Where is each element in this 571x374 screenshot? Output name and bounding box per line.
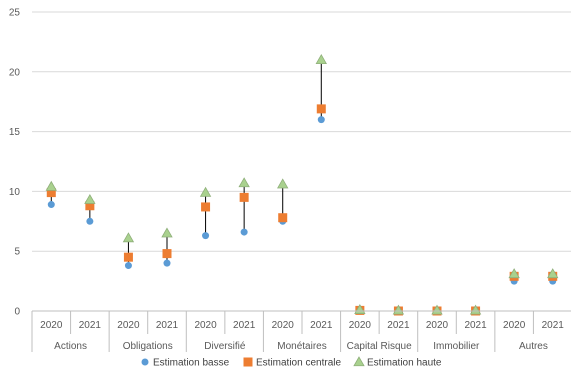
x-tick-label: 2021 <box>387 320 410 331</box>
point-estimation-basse <box>47 201 55 209</box>
point-estimation-haute <box>315 54 327 64</box>
data-markers <box>45 54 559 316</box>
y-tick-label: 25 <box>9 8 21 19</box>
range-lines <box>50 59 554 311</box>
x-group-label: Capital Risque <box>347 341 412 352</box>
x-tick-label: 2020 <box>272 320 295 331</box>
x-group-label: Autres <box>519 341 548 352</box>
point-estimation-centrale <box>278 213 288 223</box>
point-estimation-basse <box>240 228 248 236</box>
point-estimation-centrale <box>123 252 133 262</box>
point-estimation-haute <box>547 268 559 279</box>
point-estimation-basse <box>317 116 325 124</box>
legend-marker-estimation-haute <box>353 356 365 367</box>
x-axis: 2020 2021 Actions 2020 2021 Obligations 2020 20… <box>31 310 571 352</box>
point-estimation-haute <box>84 193 96 204</box>
legend: Estimation basse Estimation centrale Estim… <box>141 356 442 369</box>
legend-label: Estimation haute <box>367 358 442 369</box>
x-tick-label: 2020 <box>117 320 140 331</box>
x-tick-label: 2020 <box>40 320 63 331</box>
x-tick-label: 2021 <box>464 320 487 331</box>
point-estimation-haute <box>199 186 212 197</box>
point-estimation-haute <box>238 177 250 188</box>
x-group-label: Immobilier <box>433 341 480 352</box>
point-estimation-centrale <box>239 192 249 202</box>
y-tick-label: 5 <box>14 247 20 258</box>
point-estimation-centrale <box>162 249 172 259</box>
legend-marker-estimation-centrale <box>243 357 253 367</box>
point-estimation-haute <box>161 227 173 238</box>
point-estimation-basse <box>124 262 132 270</box>
point-estimation-haute <box>508 268 520 279</box>
y-axis-ticks: 0 5 10 15 20 25 <box>9 8 21 318</box>
point-estimation-haute <box>392 304 405 315</box>
point-estimation-centrale <box>46 188 56 198</box>
x-group-label: Monétaires <box>277 341 326 352</box>
point-estimation-haute <box>45 180 57 191</box>
point-estimation-basse <box>163 259 171 267</box>
gridlines <box>32 11 571 252</box>
y-tick-label: 15 <box>9 127 21 138</box>
point-estimation-centrale <box>316 104 326 114</box>
x-group-label: Diversifié <box>204 341 246 352</box>
x-tick-label: 2020 <box>194 320 217 331</box>
point-estimation-centrale <box>85 201 95 211</box>
point-estimation-centrale <box>201 202 211 212</box>
x-tick-label: 2020 <box>349 320 372 331</box>
point-estimation-haute <box>469 304 482 315</box>
point-estimation-haute <box>122 232 135 243</box>
x-tick-label: 2021 <box>310 320 333 331</box>
y-tick-label: 20 <box>9 67 21 78</box>
x-group-label: Actions <box>54 341 87 352</box>
x-tick-label: 2021 <box>79 320 102 331</box>
point-estimation-haute <box>277 178 289 189</box>
point-estimation-haute <box>431 304 443 315</box>
y-tick-label: 10 <box>9 187 21 198</box>
legend-marker-estimation-basse <box>141 358 149 366</box>
y-tick-label: 0 <box>14 307 20 318</box>
x-tick-label: 2020 <box>503 320 526 331</box>
legend-label: Estimation centrale <box>256 358 341 369</box>
point-estimation-basse <box>86 217 94 225</box>
x-tick-label: 2020 <box>426 320 449 331</box>
legend-label: Estimation basse <box>153 358 230 369</box>
x-tick-label: 2021 <box>233 320 256 331</box>
point-estimation-basse <box>202 232 210 240</box>
x-tick-label: 2021 <box>542 320 565 331</box>
x-group-label: Obligations <box>123 341 173 352</box>
x-tick-label: 2021 <box>156 320 179 331</box>
